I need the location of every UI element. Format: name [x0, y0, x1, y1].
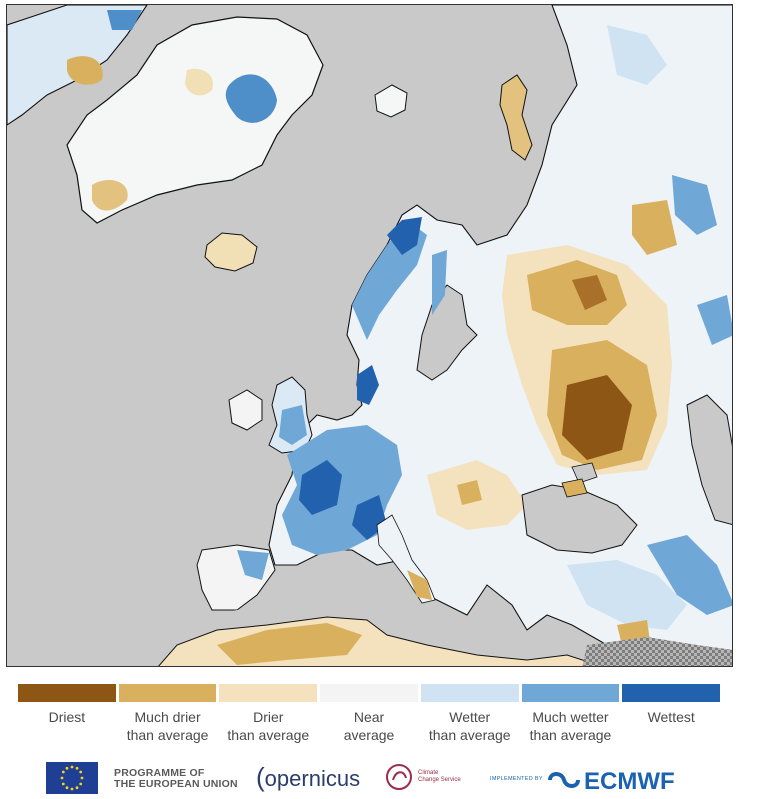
legend-label-line1: Near	[353, 709, 385, 725]
canada-wet-patch	[107, 10, 142, 30]
eu-flag-icon	[46, 762, 98, 794]
c3s-icon	[386, 764, 412, 790]
legend-swatch	[622, 684, 721, 702]
france-wettest	[299, 460, 342, 515]
no-data-hatch	[582, 637, 732, 666]
copernicus-c-icon: (	[256, 762, 265, 792]
ireland	[228, 389, 263, 431]
ecmwf-logo: ECMWF	[548, 768, 675, 792]
footer: PROGRAMME OF THE EUROPEAN UNION (opernic…	[0, 758, 760, 794]
denmark-wettest	[357, 365, 379, 405]
northeast-wetter	[607, 25, 667, 85]
england-wet	[279, 405, 307, 445]
legend-label: Much drier than average	[119, 708, 217, 744]
legend-swatch	[118, 684, 217, 702]
legend-label: Drier than average	[219, 708, 317, 744]
legend-swatches	[18, 684, 721, 702]
precipitation-anomaly-map	[6, 4, 733, 667]
c3s-line-2: Change Service	[418, 777, 461, 783]
greenland	[66, 16, 324, 224]
legend-swatch	[521, 684, 620, 702]
caspian-sea	[686, 394, 732, 525]
eu-line-2: THE EUROPEAN UNION	[114, 778, 238, 790]
legend-swatch	[320, 684, 418, 702]
urals-wet	[672, 175, 717, 235]
implemented-by-text: IMPLEMENTED BY	[490, 776, 543, 782]
greenland-wet-core	[225, 74, 277, 123]
legend-label-line1: Much drier	[134, 709, 201, 725]
legend-swatch	[420, 684, 519, 702]
maghreb-much-drier	[217, 623, 362, 665]
urals-much-drier	[632, 200, 677, 255]
iberia-wet	[237, 550, 269, 580]
sea-of-azov	[571, 462, 598, 484]
bothnia-wet	[432, 250, 447, 315]
legend-label: Driest	[18, 708, 116, 744]
c3s-line-1: Climate	[418, 770, 439, 776]
legend-label-line2: than average	[529, 727, 612, 743]
legend-label: Near average	[320, 708, 418, 744]
legend-label: Wetter than average	[421, 708, 519, 744]
southern-italy-dry	[407, 570, 432, 600]
russia-much-drier-north	[527, 260, 627, 325]
anatolia-wetter	[567, 560, 687, 630]
greenland-drier-patch	[92, 180, 128, 211]
norway-wettest	[387, 217, 422, 255]
eu-programme-text: PROGRAMME OF THE EUROPEAN UNION	[114, 768, 238, 790]
legend-label-line2: than average	[126, 727, 209, 743]
c3s-text: Climate Change Service	[418, 770, 461, 784]
map-canvas	[7, 5, 732, 666]
legend-label-line2: than average	[428, 727, 511, 743]
balkans-much-drier	[457, 480, 482, 505]
svalbard	[374, 84, 408, 118]
eu-line-1: PROGRAMME OF	[114, 767, 205, 779]
legend-label-line2: than average	[227, 727, 310, 743]
east-wet	[697, 295, 732, 345]
novaya-zemlya	[499, 74, 533, 161]
canada-dry-patch	[67, 56, 103, 85]
ecmwf-wave-icon	[548, 772, 580, 788]
legend-label-line2: average	[343, 727, 395, 743]
crimea	[561, 478, 588, 498]
legend-label-line1: Driest	[48, 709, 86, 725]
legend: Driest Much drier than average Drier than av…	[18, 684, 721, 744]
legend-label-line1: Wetter	[449, 709, 491, 725]
legend-swatch	[219, 684, 318, 702]
ukraine-driest	[562, 375, 632, 460]
russia-dry-core	[572, 275, 607, 310]
copernicus-logo: (opernicus	[256, 762, 360, 793]
iceland	[204, 232, 258, 272]
greenland-dry-patch	[185, 68, 213, 96]
caucasus-wet	[647, 535, 732, 615]
ecmwf-wordmark: ECMWF	[584, 768, 675, 792]
legend-swatch	[18, 684, 116, 702]
legend-labels: Driest Much drier than average Drier than av…	[18, 708, 720, 744]
copernicus-wordmark: opernicus	[264, 766, 361, 791]
legend-label: Much wetter than average	[522, 708, 620, 744]
legend-label-line1: Drier	[253, 709, 284, 725]
legend-label-line1: Much wetter	[532, 709, 609, 725]
legend-label-line1: Wettest	[647, 709, 695, 725]
legend-label: Wettest	[622, 708, 720, 744]
